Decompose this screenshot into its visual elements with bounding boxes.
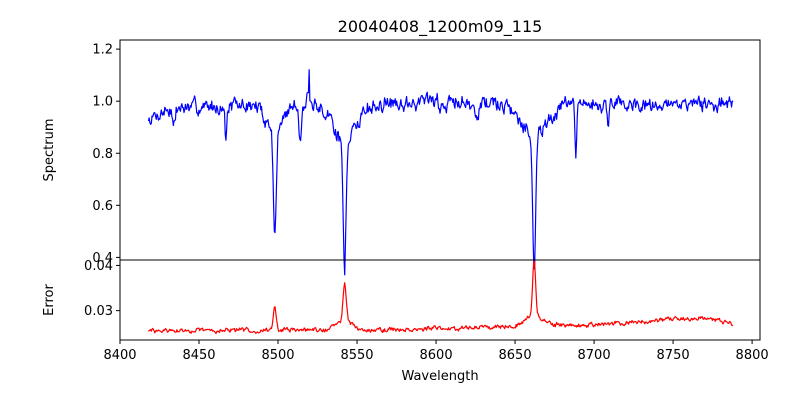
xtick-label: 8450 xyxy=(182,348,215,363)
x-axis-label: Wavelength xyxy=(401,369,478,384)
xtick-label: 8800 xyxy=(736,348,769,363)
spectrum-ytick-label: 1.0 xyxy=(92,95,113,110)
x-ticks: 8400 8450 8500 8550 8600 8650 8700 8750 8800 xyxy=(103,340,769,363)
xtick-label: 8400 xyxy=(103,348,136,363)
error-series-group xyxy=(147,260,734,335)
spectrum-line xyxy=(147,69,734,276)
spectrum-panel: 0.4 0.6 0.8 1.0 1.2 Spectrum xyxy=(42,39,761,276)
xtick-label: 8500 xyxy=(261,348,294,363)
spectrum-ylabel: Spectrum xyxy=(42,119,57,182)
xtick-label: 8750 xyxy=(657,348,690,363)
error-ylabel: Error xyxy=(42,284,57,316)
spectrum-axes-frame xyxy=(119,39,761,261)
error-panel: 0.030.04 Error 8400 8450 8500 8550 8600 8650 8… xyxy=(42,259,769,384)
spectrum-ytick-label: 1.2 xyxy=(92,43,113,58)
error-y-ticks: 0.03 0.04 xyxy=(84,259,120,319)
error-ytick-label: 0.04 xyxy=(84,259,113,274)
spectrum-ytick-label: 0.4 xyxy=(92,251,113,266)
xtick-label: 8700 xyxy=(578,348,611,363)
error-line xyxy=(147,260,734,335)
xtick-label: 8550 xyxy=(340,348,373,363)
error-ytick-label: 0.03 xyxy=(84,304,113,319)
xtick-label: 8650 xyxy=(499,348,532,363)
spectrum-series-group xyxy=(147,69,734,276)
spectrum-y-ticks: 0.4 0.6 0.8 1.0 1.2 xyxy=(92,43,120,266)
spectrum-ytick-label: 0.6 xyxy=(92,199,113,214)
chart-title: 20040408_1200m09_115 xyxy=(338,17,543,37)
spectrum-ytick-label: 0.8 xyxy=(92,147,113,162)
error-axes-frame xyxy=(119,259,761,341)
xtick-label: 8600 xyxy=(420,348,453,363)
